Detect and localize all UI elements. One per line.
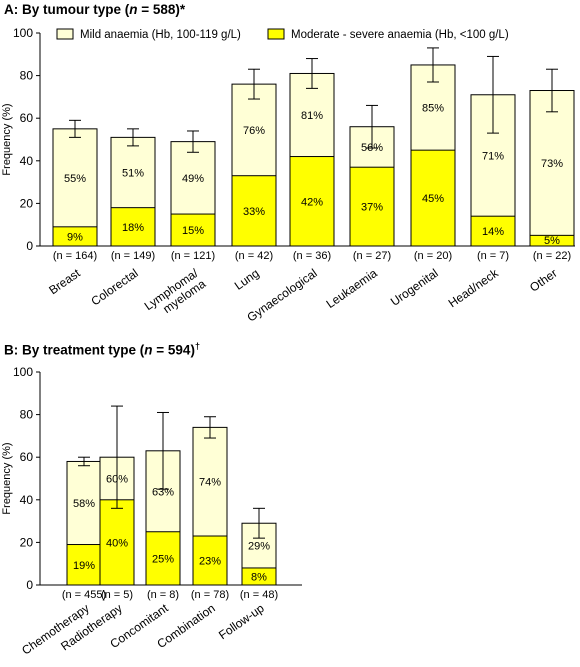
panel-a-label-moderate: 18% <box>122 222 144 234</box>
panel-a-category-label-line: Colorectal <box>88 266 140 308</box>
panel-a-label-moderate: 14% <box>482 226 504 238</box>
panel-a-category-label: Urogenital <box>388 266 441 309</box>
panel-a-bar-moderate <box>170 213 216 247</box>
panel-a-category-label-line: Lung <box>232 266 262 293</box>
panel-b-bar-moderate <box>145 531 181 586</box>
panel-a-category-label-line: Breast <box>46 266 83 298</box>
panel-a-y-tick-label: 20 <box>20 196 34 210</box>
panel-a-y-tick-label: 60 <box>20 111 34 125</box>
panel-a-category-label: Other <box>527 266 560 295</box>
panel-a-y-tick-label: 0 <box>26 239 33 253</box>
panel-a-category-label: Colorectal <box>88 266 140 308</box>
panel-a-label-moderate: 9% <box>67 231 83 243</box>
panel-a-n-label: (n = 22) <box>533 250 571 262</box>
panel-a-title: A: By tumour type (n = 588)* <box>4 2 185 17</box>
panel-a-category-label-line: Urogenital <box>388 266 441 309</box>
panel-a-legend-label-moderate: Moderate - severe anaemia (Hb, <100 g/L) <box>291 29 509 41</box>
panel-a-y-tick-label: 80 <box>20 69 34 83</box>
panel-b-y-tick-label: 0 <box>26 578 33 592</box>
panel-b-title-value: = 594) <box>152 342 195 358</box>
panel-a-title-n: n <box>129 2 138 17</box>
panel-a-n-label: (n = 149) <box>111 250 155 262</box>
panel-a-label-mild: 76% <box>243 125 265 137</box>
panel-b-label-moderate: 25% <box>152 553 174 565</box>
panel-a-label-mild: 73% <box>541 158 563 170</box>
panel-b-n-label: (n = 78) <box>191 589 229 601</box>
panel-a-legend-swatch-moderate <box>267 28 285 40</box>
panel-b-category-label: Follow-up <box>216 601 267 642</box>
panel-a-title-mark: * <box>179 2 186 17</box>
panel-a-label-mild: 81% <box>301 110 323 122</box>
panel-b-n-label: (n = 48) <box>240 589 278 601</box>
panel-b-title: B: By treatment type (n = 594)† <box>4 341 200 358</box>
panel-a-n-label: (n = 20) <box>414 250 452 262</box>
panel-a-legend-swatch-mild <box>56 28 74 40</box>
panel-a-bar-moderate <box>349 166 395 247</box>
panel-a-label-moderate: 45% <box>422 193 444 205</box>
panel-a-label-mild: 49% <box>182 173 204 185</box>
panel-a-label-mild: 55% <box>64 173 86 185</box>
panel-a-bar-moderate <box>470 215 516 247</box>
panel-b-label-moderate: 23% <box>199 556 221 568</box>
panel-b-label-moderate: 40% <box>106 537 128 549</box>
panel-a-n-label: (n = 27) <box>353 250 391 262</box>
panel-a-legend-label-mild: Mild anaemia (Hb, 100-119 g/L) <box>80 29 241 41</box>
panel-b-label-moderate: 19% <box>73 560 95 572</box>
panel-b-y-tick-label: 40 <box>20 493 34 507</box>
panel-b-y-tick-label: 80 <box>20 408 34 422</box>
panel-a-label-moderate: 42% <box>301 196 323 208</box>
panel-a-title-prefix: A: By tumour type ( <box>4 2 130 17</box>
panel-b-label-moderate: 8% <box>251 571 267 583</box>
panel-b-bar-moderate <box>192 535 228 586</box>
panel-a-bar-moderate <box>289 156 335 247</box>
panel-a-y-axis-label: Frequency (%) <box>1 103 13 175</box>
panel-a-y-tick-label: 100 <box>13 26 33 40</box>
panel-a-label-mild: 71% <box>482 150 504 162</box>
panel-b-y-tick-label: 60 <box>20 450 34 464</box>
panel-b-n-label: (n = 5) <box>101 589 133 601</box>
panel-a-label-mild: 51% <box>122 168 144 180</box>
panel-a-bar-moderate <box>529 234 575 247</box>
panel-a-category-label: Leukaemia <box>324 266 380 311</box>
panel-a-category-label-line: Leukaemia <box>324 266 380 311</box>
panel-b-y-axis-label: Frequency (%) <box>1 442 13 514</box>
panel-a-label-mild: 85% <box>422 103 444 115</box>
panel-a-label-moderate: 33% <box>243 206 265 218</box>
panel-b-y-tick-label: 20 <box>20 535 34 549</box>
panel-a-title-value: = 588) <box>137 2 180 17</box>
panel-a-label-moderate: 37% <box>361 202 383 214</box>
panel-a-bar-moderate <box>231 175 277 247</box>
panel-b-category-label-line: Follow-up <box>216 601 267 642</box>
panel-a-y-tick-label: 40 <box>20 154 34 168</box>
panel-b-label-mild: 58% <box>73 498 95 510</box>
panel-b-title-prefix: B: By treatment type ( <box>4 342 145 358</box>
panel-b-title-n: n <box>144 342 153 358</box>
panel-b-title-mark: † <box>194 341 200 351</box>
panel-a-bar-moderate <box>52 226 98 247</box>
panel-a-label-moderate: 5% <box>544 235 560 247</box>
panel-a-category-label-line: Head/neck <box>446 265 502 310</box>
panel-b-bar-moderate <box>241 567 277 586</box>
panel-b-label-mild: 74% <box>199 477 221 489</box>
panel-a-category-label: Breast <box>46 266 83 298</box>
panel-b-y-tick-label: 100 <box>13 365 33 379</box>
panel-a-category-label: Lymphoma/myeloma <box>142 266 209 324</box>
panel-a-bar-moderate <box>410 149 456 247</box>
panel-b-n-label: (n = 8) <box>147 589 179 601</box>
panel-b-label-mild: 29% <box>248 541 270 553</box>
panel-a-label-moderate: 15% <box>182 225 204 237</box>
panel-a-n-label: (n = 7) <box>477 250 509 262</box>
panel-a-category-label: Lung <box>232 266 262 293</box>
panel-a-n-label: (n = 36) <box>293 250 331 262</box>
panel-a-category-label: Head/neck <box>446 265 502 310</box>
panel-a-category-label-line: Other <box>527 266 560 295</box>
panel-a-n-label: (n = 164) <box>53 250 97 262</box>
panel-a-n-label: (n = 121) <box>171 250 215 262</box>
panel-b-n-label: (n = 455) <box>62 589 106 601</box>
panel-a-bar-moderate <box>110 207 156 247</box>
panel-a-n-label: (n = 42) <box>235 250 273 262</box>
